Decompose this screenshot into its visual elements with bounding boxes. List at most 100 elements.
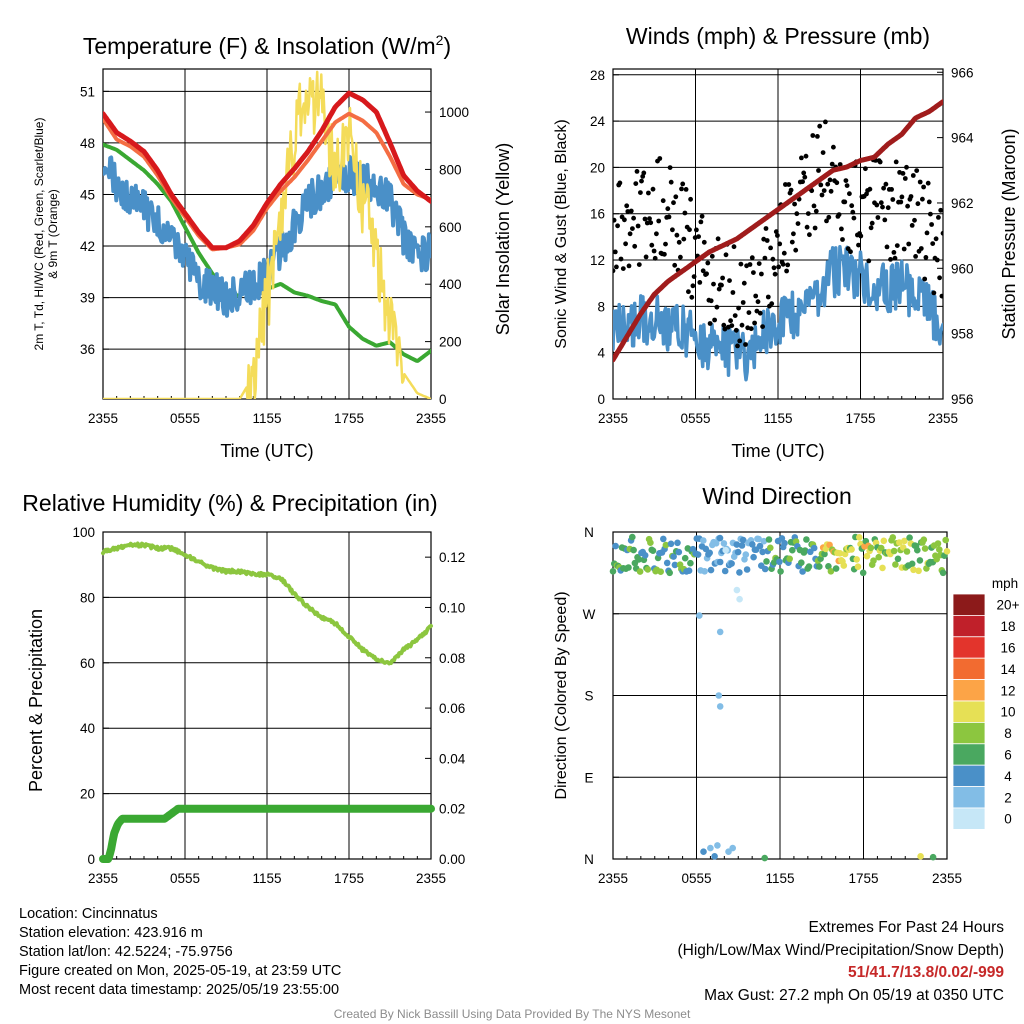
direction-point bbox=[636, 568, 644, 575]
gust-point bbox=[682, 210, 688, 216]
extremes-subheading: (High/Low/Max Wind/Precipitation/Snow De… bbox=[677, 941, 1005, 959]
gust-point bbox=[881, 185, 886, 191]
gust-point bbox=[651, 248, 657, 254]
gust-point bbox=[878, 200, 884, 206]
direction-point bbox=[880, 537, 888, 545]
x-tick-label: 0555 bbox=[681, 871, 711, 886]
y-tick-label: 8 bbox=[597, 299, 605, 314]
gust-point bbox=[899, 194, 905, 200]
gust-point bbox=[623, 241, 628, 247]
legend-label: 2 bbox=[1004, 790, 1012, 805]
legend-label: 14 bbox=[1000, 662, 1016, 677]
gust-point bbox=[679, 186, 684, 192]
gust-point bbox=[753, 293, 759, 299]
gust-point bbox=[723, 252, 729, 258]
location-text: Location: Cincinnatus bbox=[19, 906, 158, 922]
station-info: Location: Cincinnatus Station elevation:… bbox=[19, 905, 341, 1000]
y2-tick-label: 200 bbox=[439, 335, 462, 350]
gust-point bbox=[888, 257, 893, 262]
gust-point bbox=[731, 244, 737, 250]
gust-point bbox=[893, 159, 899, 165]
extremes-values: 51/41.7/13.8/0.02/-999 bbox=[848, 964, 1004, 981]
series-group bbox=[613, 99, 943, 382]
y-tick-label: 20 bbox=[80, 787, 95, 802]
gust-point bbox=[615, 223, 620, 229]
x-tick-label: 1755 bbox=[845, 411, 875, 426]
direction-point bbox=[644, 566, 652, 573]
direction-point bbox=[635, 556, 643, 563]
gust-point bbox=[749, 255, 755, 261]
gust-point bbox=[650, 186, 656, 192]
y2-tick-label: 400 bbox=[439, 277, 462, 292]
y-tick-label: S bbox=[584, 689, 593, 704]
direction-point bbox=[667, 540, 675, 548]
x-tick-label: 2355 bbox=[416, 411, 446, 426]
chart-title: Temperature (F) & Insolation (W/m2) bbox=[83, 32, 451, 59]
direction-point bbox=[765, 536, 773, 543]
gust-point bbox=[698, 219, 704, 225]
gust-point bbox=[936, 215, 941, 220]
gust-point bbox=[816, 168, 821, 173]
y-axis-label: Sonic Wind & Gust (Blue, Black) bbox=[553, 119, 570, 348]
y-tick-label: 48 bbox=[80, 136, 95, 151]
gust-point bbox=[720, 275, 725, 281]
gust-point bbox=[624, 203, 630, 209]
direction-point bbox=[810, 544, 818, 552]
x-tick-label: 2355 bbox=[88, 411, 118, 426]
gust-point bbox=[639, 178, 644, 184]
direction-point bbox=[736, 569, 743, 576]
direction-point bbox=[738, 542, 746, 549]
direction-point bbox=[649, 547, 657, 554]
gust-point bbox=[818, 182, 824, 188]
gust-point bbox=[738, 261, 744, 267]
direction-point bbox=[675, 548, 683, 556]
gust-point bbox=[898, 199, 904, 205]
legend-label: 16 bbox=[1000, 641, 1015, 656]
direction-point bbox=[750, 553, 757, 561]
gust-point bbox=[735, 343, 740, 349]
direction-point bbox=[903, 548, 911, 555]
gust-point bbox=[757, 310, 763, 316]
y-tick-label: 20 bbox=[590, 160, 605, 175]
y-tick-label: 39 bbox=[80, 291, 95, 306]
gust-point bbox=[617, 180, 623, 186]
gust-point bbox=[641, 170, 647, 176]
gust-point bbox=[746, 310, 752, 315]
y-axis-label-line1: 2m T, Td, HI/WC (Red, Green, Scarlet/Blu… bbox=[32, 118, 46, 351]
gust-point bbox=[803, 153, 809, 159]
gust-point bbox=[810, 133, 816, 138]
gust-point bbox=[926, 199, 932, 205]
direction-point bbox=[859, 569, 867, 577]
direction-point bbox=[786, 555, 793, 563]
gust-point bbox=[732, 313, 738, 318]
direction-point bbox=[739, 536, 747, 544]
gust-point bbox=[844, 183, 850, 189]
gust-point bbox=[739, 322, 745, 328]
gust-point bbox=[917, 179, 923, 185]
gust-point bbox=[874, 202, 880, 208]
direction-point bbox=[920, 536, 928, 543]
gust-point bbox=[696, 234, 701, 240]
gust-point bbox=[820, 150, 826, 156]
gust-point bbox=[730, 290, 736, 295]
legend-swatch bbox=[952, 679, 986, 702]
gust-point bbox=[847, 191, 852, 197]
y-axis-label-group: Percent & Precipitation bbox=[26, 609, 46, 792]
gust-point bbox=[701, 239, 707, 245]
created-text: Figure created on Mon, 2025-05-19, at 23… bbox=[19, 963, 342, 979]
direction-point bbox=[736, 595, 743, 603]
x-tick-label: 2355 bbox=[88, 871, 118, 886]
gust-point bbox=[613, 268, 616, 274]
gust-point bbox=[805, 211, 811, 217]
x-tick-label: 2355 bbox=[598, 411, 628, 426]
gust-point bbox=[910, 173, 916, 178]
gust-point bbox=[654, 231, 659, 237]
gust-point bbox=[733, 327, 739, 333]
gust-point bbox=[709, 253, 715, 259]
direction-point bbox=[701, 568, 708, 575]
gust-point bbox=[751, 270, 756, 275]
direction-point bbox=[836, 550, 844, 557]
gust-point bbox=[680, 181, 686, 187]
gust-point bbox=[785, 262, 791, 268]
